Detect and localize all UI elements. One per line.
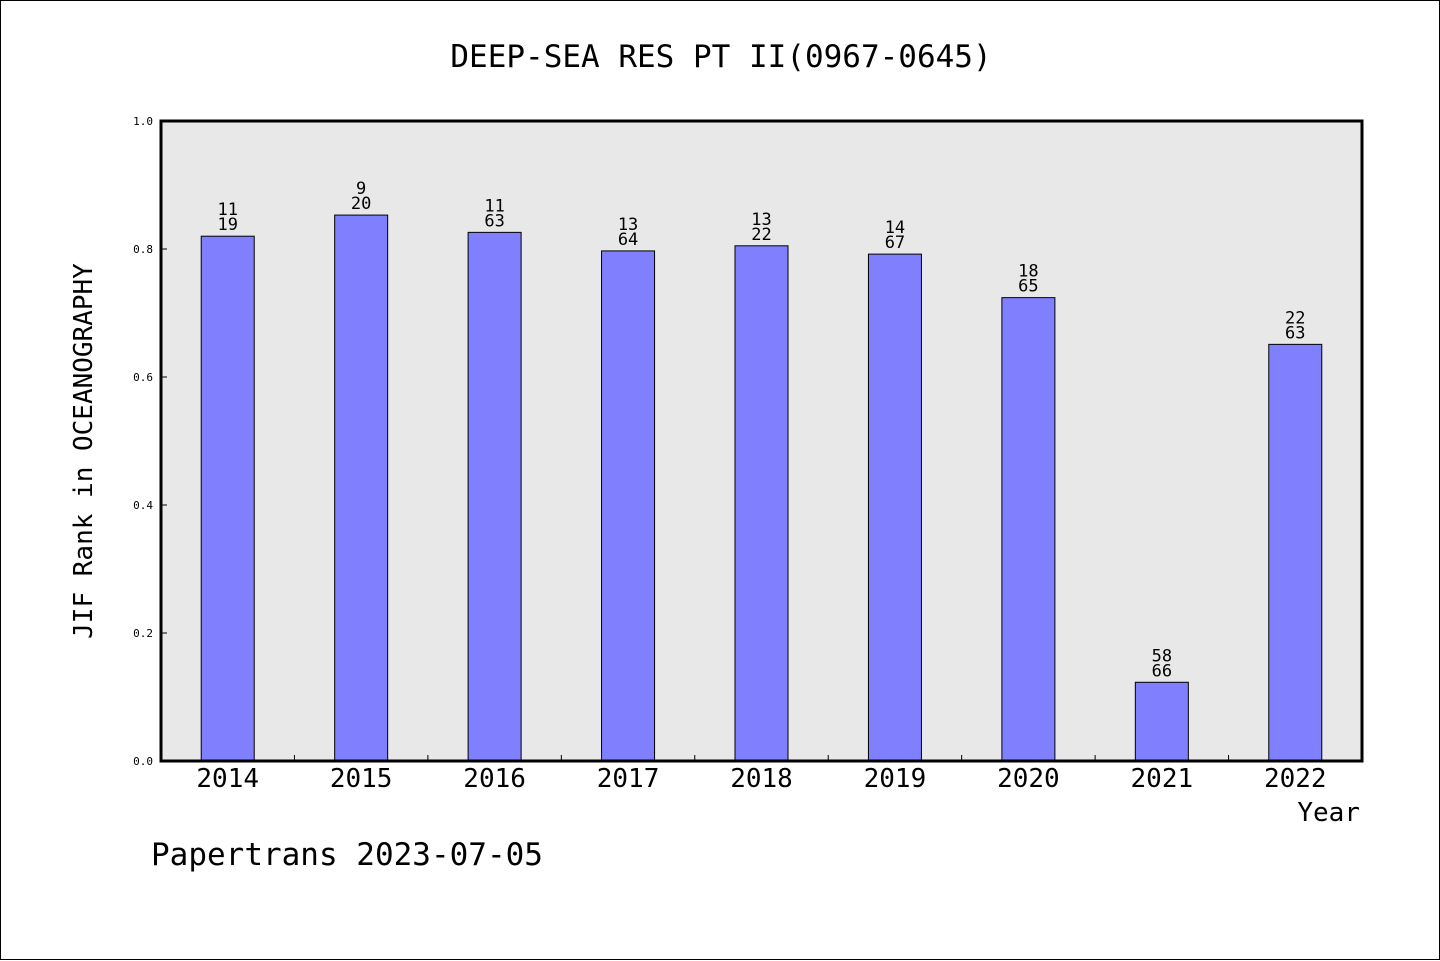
bar-2019 bbox=[867, 253, 922, 762]
bar-total-label: 20 bbox=[351, 194, 371, 214]
bar-rank-label: 13 bbox=[751, 210, 771, 230]
bar-total-label: 65 bbox=[1018, 277, 1038, 297]
bar-total-label: 19 bbox=[217, 215, 237, 235]
bar-rank-label: 11 bbox=[217, 200, 237, 220]
bar-total-label: 63 bbox=[484, 211, 504, 231]
bar-2021 bbox=[1134, 681, 1189, 762]
x-tick-label: 2019 bbox=[864, 764, 927, 794]
bar-rank-label: 9 bbox=[356, 179, 366, 199]
bar-rank-label: 14 bbox=[885, 218, 905, 238]
x-tick-label: 2021 bbox=[1131, 764, 1194, 794]
y-axis-label: JIF Rank in OCEANOGRAPHY bbox=[69, 263, 99, 639]
x-tick-label: 2020 bbox=[997, 764, 1060, 794]
footer-text: Papertrans 2023-07-05 bbox=[151, 837, 543, 873]
plot-border bbox=[159, 119, 1364, 763]
bar-rank-label: 18 bbox=[1018, 262, 1038, 282]
bar-2018 bbox=[734, 245, 789, 762]
bar-rank-label: 11 bbox=[484, 196, 504, 216]
bar-rank-label: 58 bbox=[1152, 646, 1172, 666]
x-tick-label: 2014 bbox=[196, 764, 259, 794]
bar-2014 bbox=[200, 235, 255, 762]
x-tick-label: 2017 bbox=[597, 764, 660, 794]
x-axis: 2014 2015 2016 2017 2018 2019 2020 2021 2022 bbox=[196, 755, 1327, 794]
y-tick-label: 0.2 bbox=[133, 627, 153, 640]
x-tick-label: 2015 bbox=[330, 764, 393, 794]
bar-rank-label: 22 bbox=[1285, 308, 1305, 328]
bar-2016 bbox=[467, 231, 522, 762]
bar-total-label: 66 bbox=[1152, 661, 1172, 681]
bar-total-label: 64 bbox=[618, 230, 638, 250]
chart-title: DEEP-SEA RES PT II(0967-0645) bbox=[450, 39, 991, 75]
bar-rank-label: 13 bbox=[618, 215, 638, 235]
x-tick-label: 2018 bbox=[730, 764, 793, 794]
bar-total-label: 67 bbox=[885, 233, 905, 253]
x-axis-label: Year bbox=[1297, 798, 1360, 828]
bar-2015 bbox=[334, 214, 389, 762]
y-tick-label: 1.0 bbox=[133, 115, 153, 128]
bar-2022 bbox=[1268, 343, 1323, 762]
bar-2017 bbox=[601, 250, 656, 762]
y-tick-label: 0.6 bbox=[133, 371, 153, 384]
y-tick-label: 0.4 bbox=[133, 499, 153, 512]
x-tick-label: 2016 bbox=[463, 764, 526, 794]
y-axis: 0.0 0.2 0.4 0.6 0.8 1.0 bbox=[133, 115, 167, 768]
y-tick-label: 0.0 bbox=[133, 755, 153, 768]
x-tick-label: 2022 bbox=[1264, 764, 1327, 794]
y-tick-label: 0.8 bbox=[133, 243, 153, 256]
bar-total-label: 22 bbox=[751, 225, 771, 245]
bar-2020 bbox=[1001, 297, 1056, 762]
bar-total-label: 63 bbox=[1285, 323, 1305, 343]
